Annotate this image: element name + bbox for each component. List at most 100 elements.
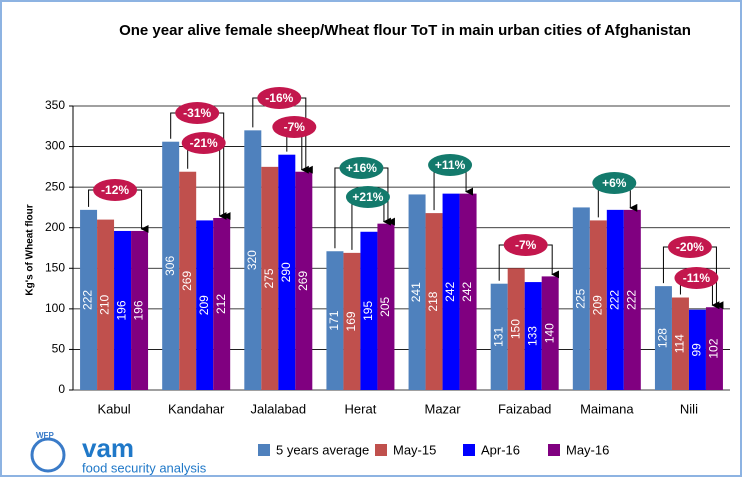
annotation-pill: [175, 102, 220, 124]
value-label: 241: [409, 282, 423, 302]
value-label: 128: [656, 328, 670, 348]
y-tick-label: 300: [45, 139, 65, 153]
value-label: 212: [214, 294, 228, 314]
bar: [377, 223, 395, 390]
value-label: 209: [197, 295, 211, 315]
bar: [425, 213, 443, 390]
bar: [162, 141, 180, 390]
bar: [261, 166, 279, 390]
bar: [360, 231, 378, 390]
x-tick-label: Nili: [680, 401, 698, 416]
value-label: 196: [132, 300, 146, 320]
bar: [623, 209, 641, 390]
value-label: 131: [491, 327, 505, 347]
value-label: 102: [707, 338, 721, 358]
bar: [459, 193, 477, 390]
value-label: 275: [262, 268, 276, 288]
annotation-pill: [272, 116, 317, 138]
bar: [705, 307, 723, 390]
legend-label: 5 years average: [276, 442, 369, 457]
x-tick-label: Kabul: [97, 401, 130, 416]
bar: [524, 282, 542, 390]
annotation-pill: [503, 234, 548, 256]
value-label: 222: [624, 290, 638, 310]
y-tick-label: 250: [45, 179, 65, 193]
annotation-pill: [339, 157, 384, 179]
bar: [541, 276, 559, 390]
bar: [688, 309, 706, 390]
legend-swatch: [548, 444, 560, 456]
legend-label: May-15: [393, 442, 436, 457]
value-label: 99: [690, 343, 704, 357]
value-label: 218: [426, 291, 440, 311]
bar: [490, 283, 508, 390]
bar: [507, 268, 525, 390]
value-label: 133: [525, 326, 539, 346]
value-label: 195: [361, 301, 375, 321]
x-tick-label: Herat: [345, 401, 377, 416]
annotation-pill: [592, 172, 637, 194]
bar: [654, 286, 672, 390]
logo-tagline: food security analysis: [82, 460, 207, 475]
value-label: 242: [443, 281, 457, 301]
logo-emblem: [30, 437, 66, 473]
value-label: 306: [163, 256, 177, 276]
value-label: 114: [673, 334, 687, 353]
annotation: -16%: [265, 91, 293, 105]
value-label: 171: [327, 310, 341, 330]
y-tick-label: 200: [45, 220, 65, 234]
annotation: -7%: [515, 238, 537, 252]
y-tick-label: 0: [58, 382, 65, 396]
bar: [343, 252, 361, 390]
value-label: 320: [245, 250, 259, 270]
x-tick-label: Faizabad: [498, 401, 551, 416]
y-tick-label: 350: [45, 98, 65, 112]
bar: [442, 193, 460, 390]
value-label: 290: [279, 262, 293, 282]
value-label: 242: [460, 281, 474, 301]
y-axis-label: Kg's of Wheat flour: [25, 204, 36, 295]
bar: [196, 220, 214, 390]
annotation: -20%: [676, 240, 704, 254]
bar: [326, 251, 344, 390]
annotation-pill: [181, 132, 226, 154]
legend-swatch: [375, 444, 387, 456]
annotation-pill: [257, 87, 302, 109]
bar: [606, 209, 624, 390]
x-tick-label: Mazar: [425, 401, 462, 416]
bar: [244, 130, 262, 391]
annotation: -12%: [101, 183, 129, 197]
value-label: 269: [296, 271, 310, 291]
y-tick-label: 50: [52, 342, 66, 356]
value-label: 169: [344, 311, 358, 331]
legend-swatch: [463, 444, 475, 456]
annotation-pill: [93, 179, 138, 201]
bar: [131, 230, 149, 390]
bar: [80, 209, 98, 390]
value-label: 225: [573, 288, 587, 308]
legend-label: Apr-16: [481, 442, 520, 457]
legend-swatch: [258, 444, 270, 456]
bar: [97, 219, 115, 390]
bar: [408, 194, 426, 390]
logo-name: vam: [82, 433, 134, 463]
annotation-pill: [674, 267, 719, 289]
x-tick-label: Kandahar: [168, 401, 225, 416]
bar: [589, 220, 607, 390]
legend-label: May-16: [566, 442, 609, 457]
y-tick-label: 150: [45, 260, 65, 274]
bar: [179, 171, 197, 390]
bar: [213, 217, 231, 390]
value-label: 196: [115, 300, 129, 320]
logo-org: WFP: [36, 431, 54, 440]
bar: [572, 207, 590, 390]
value-label: 222: [607, 290, 621, 310]
annotation: -11%: [683, 271, 711, 285]
value-label: 269: [180, 271, 194, 291]
bar: [114, 230, 132, 390]
x-tick-label: Jalalabad: [250, 401, 306, 416]
annotation: -31%: [183, 106, 211, 120]
value-label: 140: [542, 323, 556, 343]
value-label: 210: [98, 294, 112, 314]
